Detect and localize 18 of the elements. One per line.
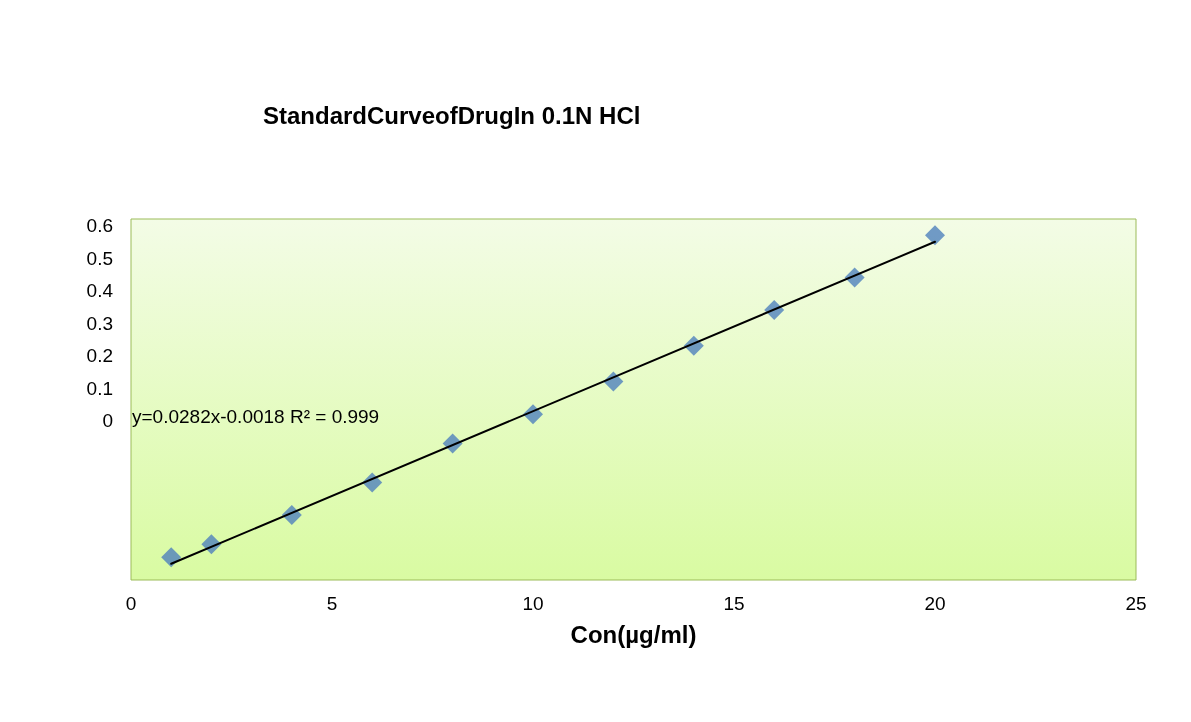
y-tick-label: 0.3 xyxy=(86,312,113,334)
chart-title: StandardCurveofDrugIn 0.1N HCl xyxy=(263,101,641,129)
annotation: y=0.0282x-0.0018 R² = 0.999 xyxy=(132,405,380,427)
x-tick-label: 20 xyxy=(924,593,946,614)
y-tick-label: 0.6 xyxy=(86,215,113,236)
point xyxy=(925,225,945,246)
y-tick-label: 0 xyxy=(102,410,113,432)
point xyxy=(161,547,182,568)
x-tick-label: 10 xyxy=(522,593,544,614)
y-tick-label: 0.1 xyxy=(86,377,113,399)
y-tick-label: 0.2 xyxy=(86,345,113,367)
x-tick-label: 25 xyxy=(1125,593,1147,614)
x-tick-label: 15 xyxy=(723,593,745,614)
y-tick-label: 0.5 xyxy=(86,247,113,269)
x-axis-title: Con(µg/ml) xyxy=(570,620,697,648)
y-tick-label: 0.4 xyxy=(86,280,114,302)
x-tick-label: 0 xyxy=(125,593,137,614)
x-tick-label: 5 xyxy=(326,593,338,614)
